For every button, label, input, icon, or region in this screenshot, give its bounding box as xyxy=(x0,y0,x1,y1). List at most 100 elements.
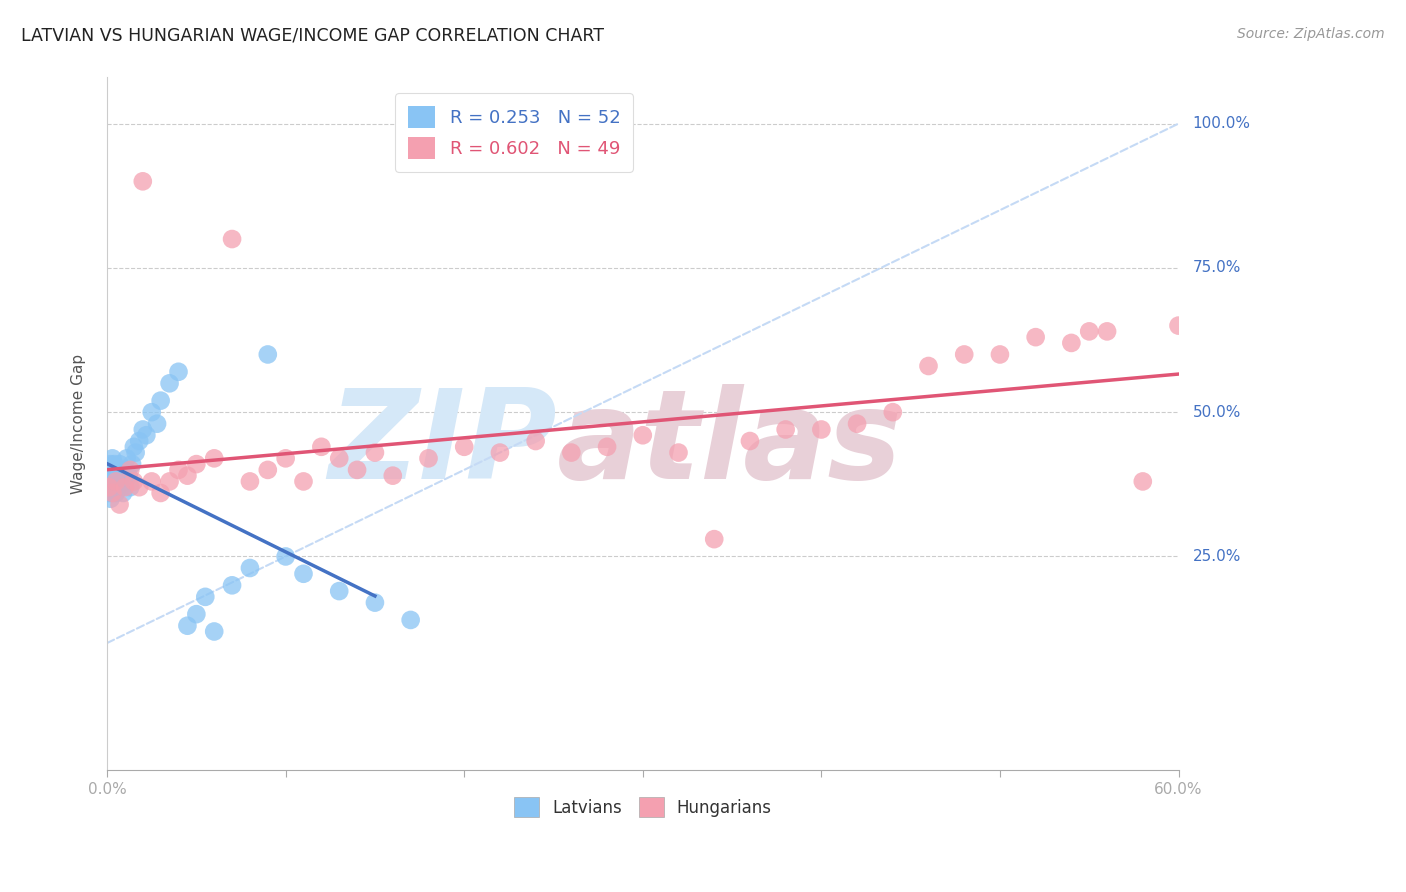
Point xyxy=(108,498,131,512)
Point xyxy=(988,347,1011,361)
Point xyxy=(105,486,128,500)
Point xyxy=(97,463,120,477)
Point xyxy=(141,405,163,419)
Point xyxy=(100,457,122,471)
Point xyxy=(239,561,262,575)
Point xyxy=(274,549,297,564)
Point xyxy=(159,475,181,489)
Point xyxy=(221,232,243,246)
Point xyxy=(101,475,124,489)
Point xyxy=(202,451,225,466)
Point xyxy=(1025,330,1047,344)
Point xyxy=(703,532,725,546)
Point xyxy=(122,475,145,489)
Point xyxy=(1095,324,1118,338)
Point xyxy=(122,440,145,454)
Point xyxy=(108,475,131,489)
Point xyxy=(1078,324,1101,338)
Point xyxy=(128,480,150,494)
Point xyxy=(110,468,132,483)
Legend: Latvians, Hungarians: Latvians, Hungarians xyxy=(508,790,779,824)
Point xyxy=(775,422,797,436)
Text: atlas: atlas xyxy=(557,384,903,505)
Point xyxy=(364,596,387,610)
Point xyxy=(1132,475,1154,489)
Point xyxy=(115,451,138,466)
Point xyxy=(560,445,582,459)
Point xyxy=(117,468,139,483)
Point xyxy=(167,365,190,379)
Point xyxy=(176,618,198,632)
Text: ZIP: ZIP xyxy=(329,384,557,505)
Point xyxy=(1167,318,1189,333)
Point xyxy=(418,451,440,466)
Point xyxy=(105,475,128,489)
Point xyxy=(274,451,297,466)
Text: 75.0%: 75.0% xyxy=(1192,260,1240,276)
Point xyxy=(846,417,869,431)
Point xyxy=(103,480,125,494)
Point xyxy=(328,584,350,599)
Point xyxy=(256,463,278,477)
Point xyxy=(176,468,198,483)
Point xyxy=(114,475,136,489)
Point xyxy=(1060,335,1083,350)
Point xyxy=(141,475,163,489)
Point xyxy=(101,463,124,477)
Point xyxy=(631,428,654,442)
Point xyxy=(524,434,547,448)
Text: 25.0%: 25.0% xyxy=(1192,549,1240,564)
Point xyxy=(186,457,208,471)
Y-axis label: Wage/Income Gap: Wage/Income Gap xyxy=(72,353,86,494)
Text: 100.0%: 100.0% xyxy=(1192,116,1250,131)
Point xyxy=(132,422,155,436)
Point xyxy=(364,445,387,459)
Point xyxy=(149,486,172,500)
Point xyxy=(112,486,135,500)
Point xyxy=(100,468,122,483)
Point xyxy=(202,624,225,639)
Point xyxy=(107,463,129,477)
Point xyxy=(186,607,208,622)
Point xyxy=(124,445,146,459)
Point xyxy=(105,468,128,483)
Point xyxy=(100,491,122,506)
Point xyxy=(97,475,120,489)
Point xyxy=(328,451,350,466)
Point xyxy=(105,475,128,489)
Point xyxy=(346,463,368,477)
Point xyxy=(101,486,124,500)
Point xyxy=(256,347,278,361)
Point xyxy=(596,440,619,454)
Point xyxy=(100,480,122,494)
Point xyxy=(103,457,125,471)
Point xyxy=(103,468,125,483)
Text: LATVIAN VS HUNGARIAN WAGE/INCOME GAP CORRELATION CHART: LATVIAN VS HUNGARIAN WAGE/INCOME GAP COR… xyxy=(21,27,605,45)
Point xyxy=(292,475,315,489)
Point xyxy=(381,468,404,483)
Point xyxy=(107,480,129,494)
Point xyxy=(101,486,124,500)
Point xyxy=(917,359,939,373)
Point xyxy=(108,457,131,471)
Point xyxy=(120,480,142,494)
Point xyxy=(738,434,761,448)
Point xyxy=(128,434,150,448)
Point xyxy=(882,405,904,419)
Point xyxy=(114,463,136,477)
Point xyxy=(110,480,132,494)
Point xyxy=(121,457,143,471)
Point xyxy=(167,463,190,477)
Point xyxy=(146,417,169,431)
Point xyxy=(97,480,120,494)
Point xyxy=(221,578,243,592)
Point xyxy=(399,613,422,627)
Point xyxy=(120,463,142,477)
Point xyxy=(135,428,157,442)
Point xyxy=(132,174,155,188)
Point xyxy=(114,480,136,494)
Point xyxy=(292,566,315,581)
Point xyxy=(453,440,475,454)
Point xyxy=(810,422,832,436)
Point xyxy=(159,376,181,391)
